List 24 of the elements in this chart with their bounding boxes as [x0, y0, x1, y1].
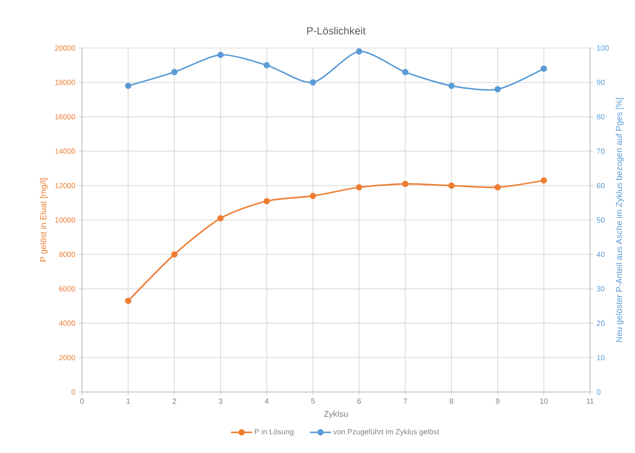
point — [494, 184, 501, 190]
point — [540, 65, 547, 72]
y2-axis-title: Neu gelöster P-Anteil aus Asche im Zyklus bezogen auf Pges [%] — [616, 98, 624, 342]
x-axis-title: Zyklsu — [324, 410, 348, 419]
point — [494, 86, 501, 92]
point — [540, 177, 547, 184]
chart-title: P-Löslichkeit — [307, 26, 366, 35]
point — [356, 184, 362, 190]
point — [125, 298, 132, 304]
point — [217, 52, 224, 58]
point — [171, 251, 178, 258]
point — [356, 48, 362, 55]
point — [264, 198, 270, 204]
y-axis-title: P gelöst in Eluat [mg/l] — [40, 178, 48, 262]
point — [402, 180, 408, 188]
point — [310, 192, 316, 200]
point — [448, 182, 455, 189]
point — [448, 82, 455, 89]
point — [402, 68, 408, 76]
point — [171, 68, 178, 76]
point — [310, 79, 316, 86]
point — [217, 215, 224, 222]
point — [125, 82, 132, 89]
point — [264, 62, 270, 68]
